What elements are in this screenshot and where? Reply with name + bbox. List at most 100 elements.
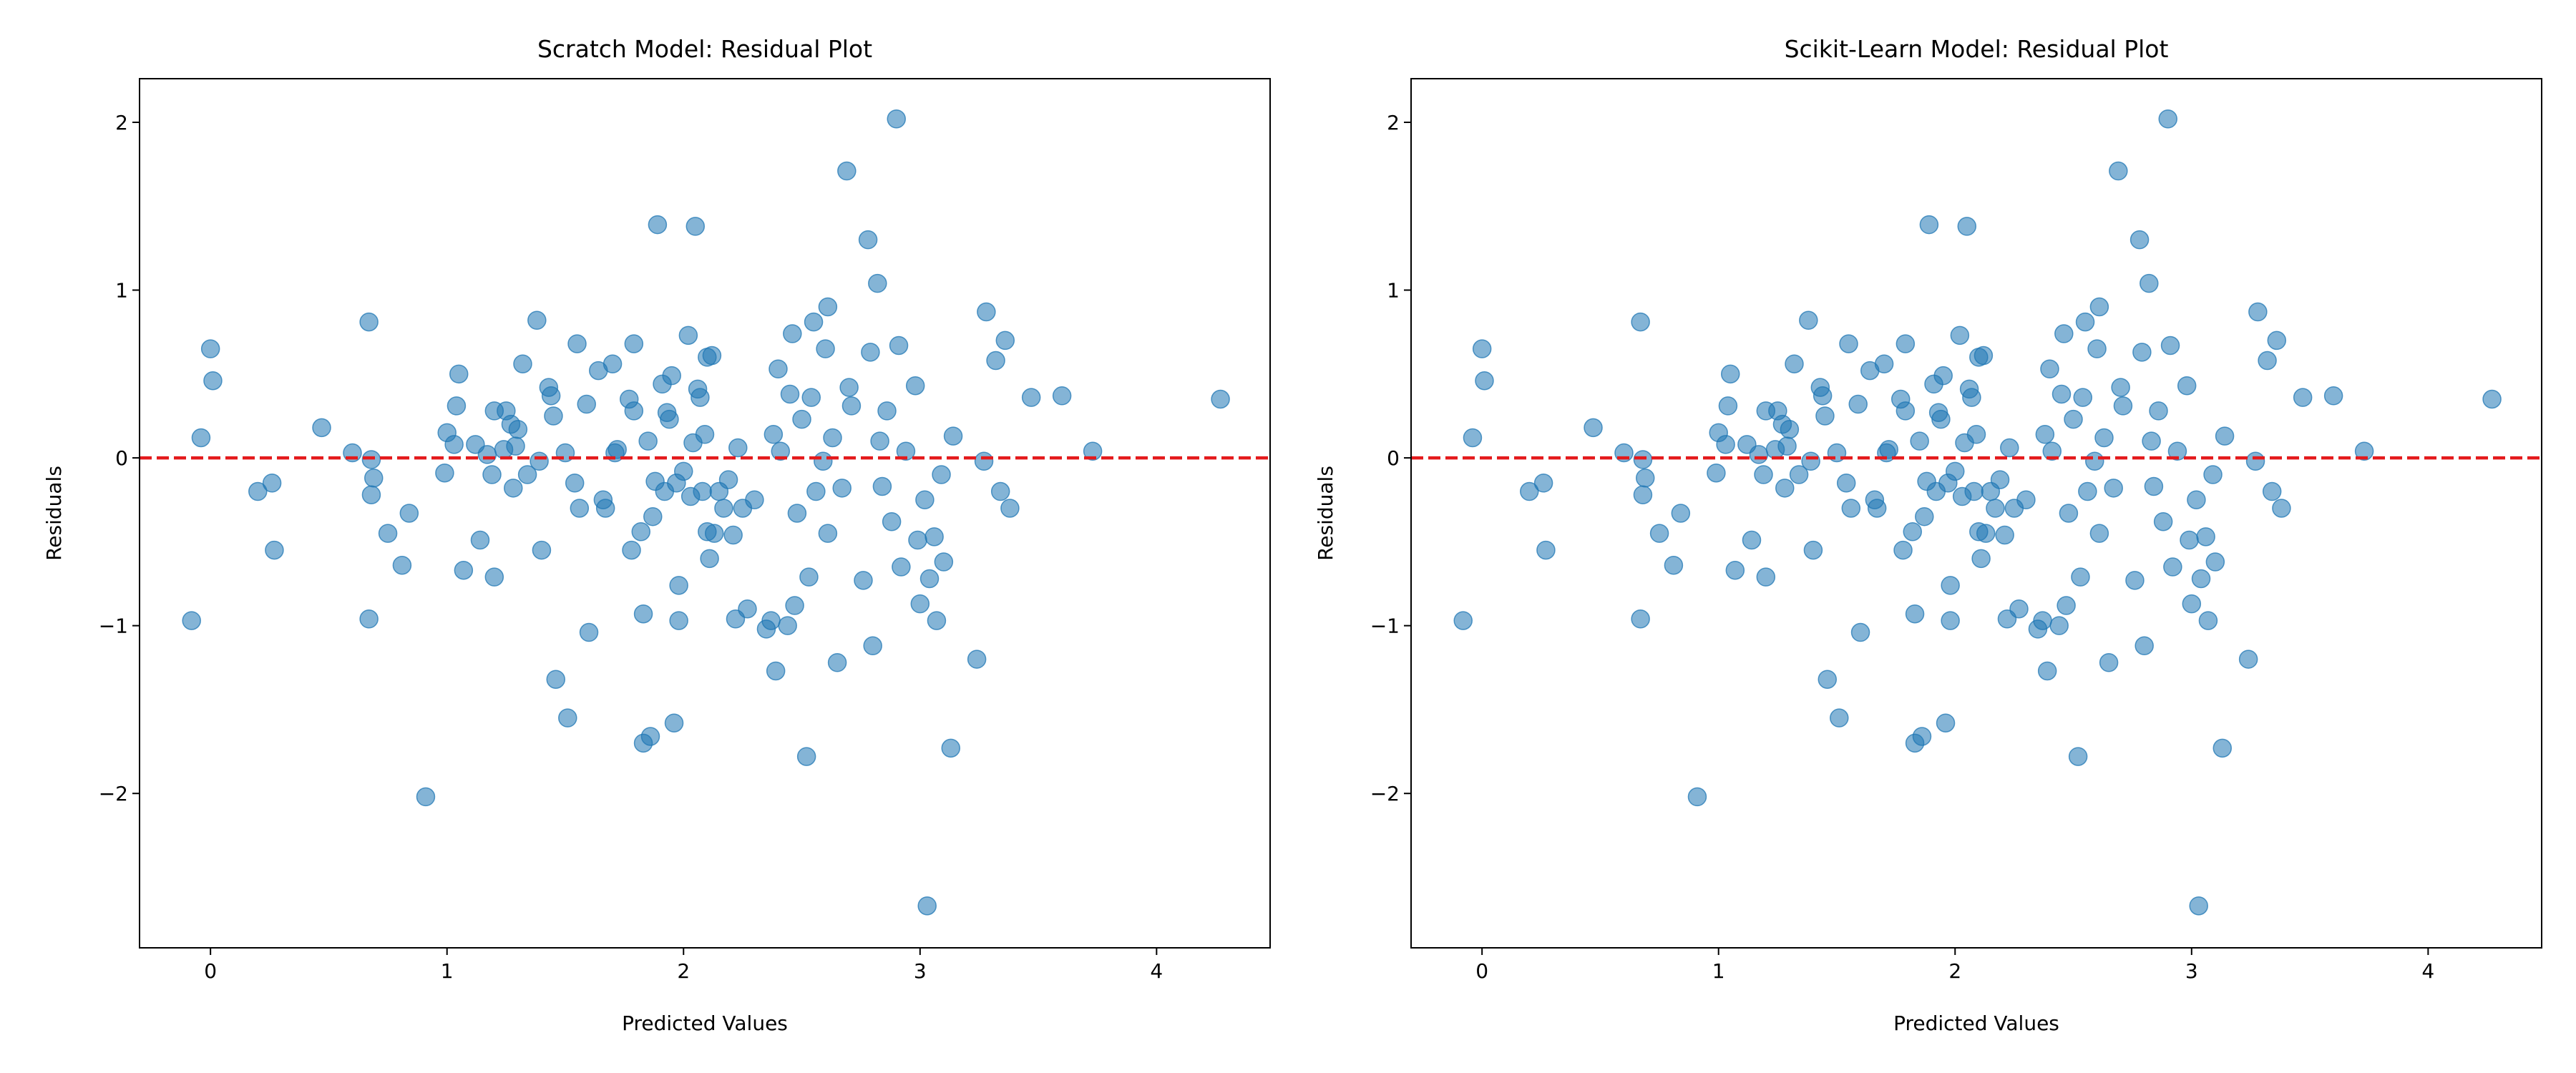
- scatter-point: [2191, 569, 2211, 589]
- x-tick-label: 1: [441, 959, 454, 983]
- scatter-point: [1631, 609, 1650, 629]
- scatter-point: [669, 576, 688, 595]
- scatter-point: [1472, 339, 1492, 358]
- scatter-point: [565, 474, 585, 493]
- scatter-point: [265, 540, 284, 560]
- scatter-point: [544, 406, 563, 426]
- scatter-point: [454, 560, 474, 580]
- scatter-point: [796, 747, 816, 766]
- scatter-point: [818, 297, 838, 317]
- scatter-point: [1941, 611, 1960, 630]
- scatter-point: [943, 426, 963, 446]
- scatter-point: [312, 418, 331, 438]
- scatter-point: [1818, 670, 1838, 689]
- scatter-point: [2267, 330, 2287, 351]
- scatter-point: [1931, 409, 1951, 429]
- scatter-point: [2198, 611, 2218, 630]
- scatter-point: [1912, 727, 1932, 746]
- scatter-point: [1754, 465, 1773, 484]
- scatter-point: [416, 787, 436, 807]
- x-tick-label: 2: [677, 959, 690, 983]
- scatter-point: [359, 312, 379, 332]
- scatter-point: [449, 364, 469, 384]
- scatter-point: [745, 490, 764, 509]
- scatter-point: [806, 481, 826, 501]
- scatter-point: [1742, 530, 1762, 550]
- scatter-point: [1910, 431, 1929, 451]
- y-tick-label: 0: [1387, 446, 1400, 470]
- scatter-point: [191, 428, 211, 448]
- scatter-point: [700, 549, 719, 569]
- scatter-point: [2064, 409, 2083, 429]
- scatter-point: [1720, 364, 1740, 384]
- scatter-point: [1803, 540, 1823, 560]
- scatter-point: [919, 569, 940, 589]
- scatter-point: [1716, 435, 1735, 454]
- scatter-point: [2144, 476, 2164, 496]
- scatter-point: [1974, 346, 1994, 366]
- scatter-point: [2113, 396, 2133, 416]
- scatter-point: [1839, 334, 1858, 353]
- scatter-point: [1990, 470, 2010, 489]
- scatter-point: [823, 428, 842, 448]
- scatter-point: [2323, 386, 2343, 406]
- scatter-point: [513, 354, 532, 373]
- scatter-point: [1718, 396, 1738, 416]
- scatter-point: [2085, 451, 2104, 471]
- scatter-point: [2205, 552, 2225, 572]
- scatter-point: [435, 463, 454, 483]
- scatter-point: [882, 511, 902, 531]
- scatter-point: [2203, 465, 2223, 484]
- scatter-point: [1775, 479, 1795, 498]
- scatter-point: [1777, 436, 1797, 456]
- scatter-point: [905, 376, 925, 396]
- y-tick-label: −1: [99, 614, 128, 638]
- scatter-point: [827, 653, 847, 672]
- scatter-point: [769, 359, 788, 379]
- scatter-point: [1903, 522, 1923, 542]
- scatter-point: [664, 713, 684, 733]
- scatter-point: [872, 476, 892, 496]
- scatter-point: [1986, 499, 2005, 518]
- scatter-point: [1950, 325, 1970, 346]
- scatter-point: [995, 330, 1015, 351]
- scatter-point: [1533, 474, 1553, 493]
- x-axis-label: Predicted Values: [622, 1011, 788, 1035]
- scatter-point: [816, 339, 835, 358]
- scatter-point: [262, 474, 282, 493]
- scatter-point: [1830, 708, 1849, 727]
- scatter-point: [2238, 650, 2258, 669]
- scatter-point: [633, 604, 653, 624]
- scatter-point: [818, 524, 838, 543]
- scatter-point: [2212, 738, 2233, 758]
- scatter-point: [1879, 440, 1898, 459]
- scatter-point: [1850, 622, 1870, 642]
- scatter-point: [738, 599, 757, 619]
- plot-frame: [1410, 78, 2542, 949]
- y-axis-label: Residuals: [1314, 466, 1337, 561]
- scatter-point: [1936, 713, 1956, 733]
- scatter-point: [203, 371, 223, 391]
- scatter-point: [1905, 604, 1925, 624]
- scatter-point: [837, 161, 857, 181]
- scatter-point: [2354, 441, 2374, 461]
- scatter-point: [2149, 401, 2168, 421]
- scatter-point: [908, 530, 927, 550]
- scatter-point: [785, 596, 804, 615]
- scatter-point: [631, 522, 651, 542]
- scatter-point: [967, 650, 987, 669]
- scatter-point: [934, 552, 954, 572]
- y-tick-label: 2: [1387, 111, 1400, 134]
- scatter-point: [1021, 388, 1041, 407]
- scatter-point: [2245, 451, 2265, 471]
- scatter-point: [910, 594, 930, 614]
- scatter-point: [2075, 312, 2095, 332]
- scatter-point: [718, 470, 738, 489]
- scatter-point: [986, 351, 1005, 371]
- scatter-point: [532, 540, 552, 560]
- scatter-point: [2037, 661, 2057, 681]
- scatter-point: [1962, 388, 1981, 407]
- scatter-point: [541, 386, 561, 406]
- scatter-point: [662, 366, 681, 386]
- scatter-point: [506, 436, 525, 456]
